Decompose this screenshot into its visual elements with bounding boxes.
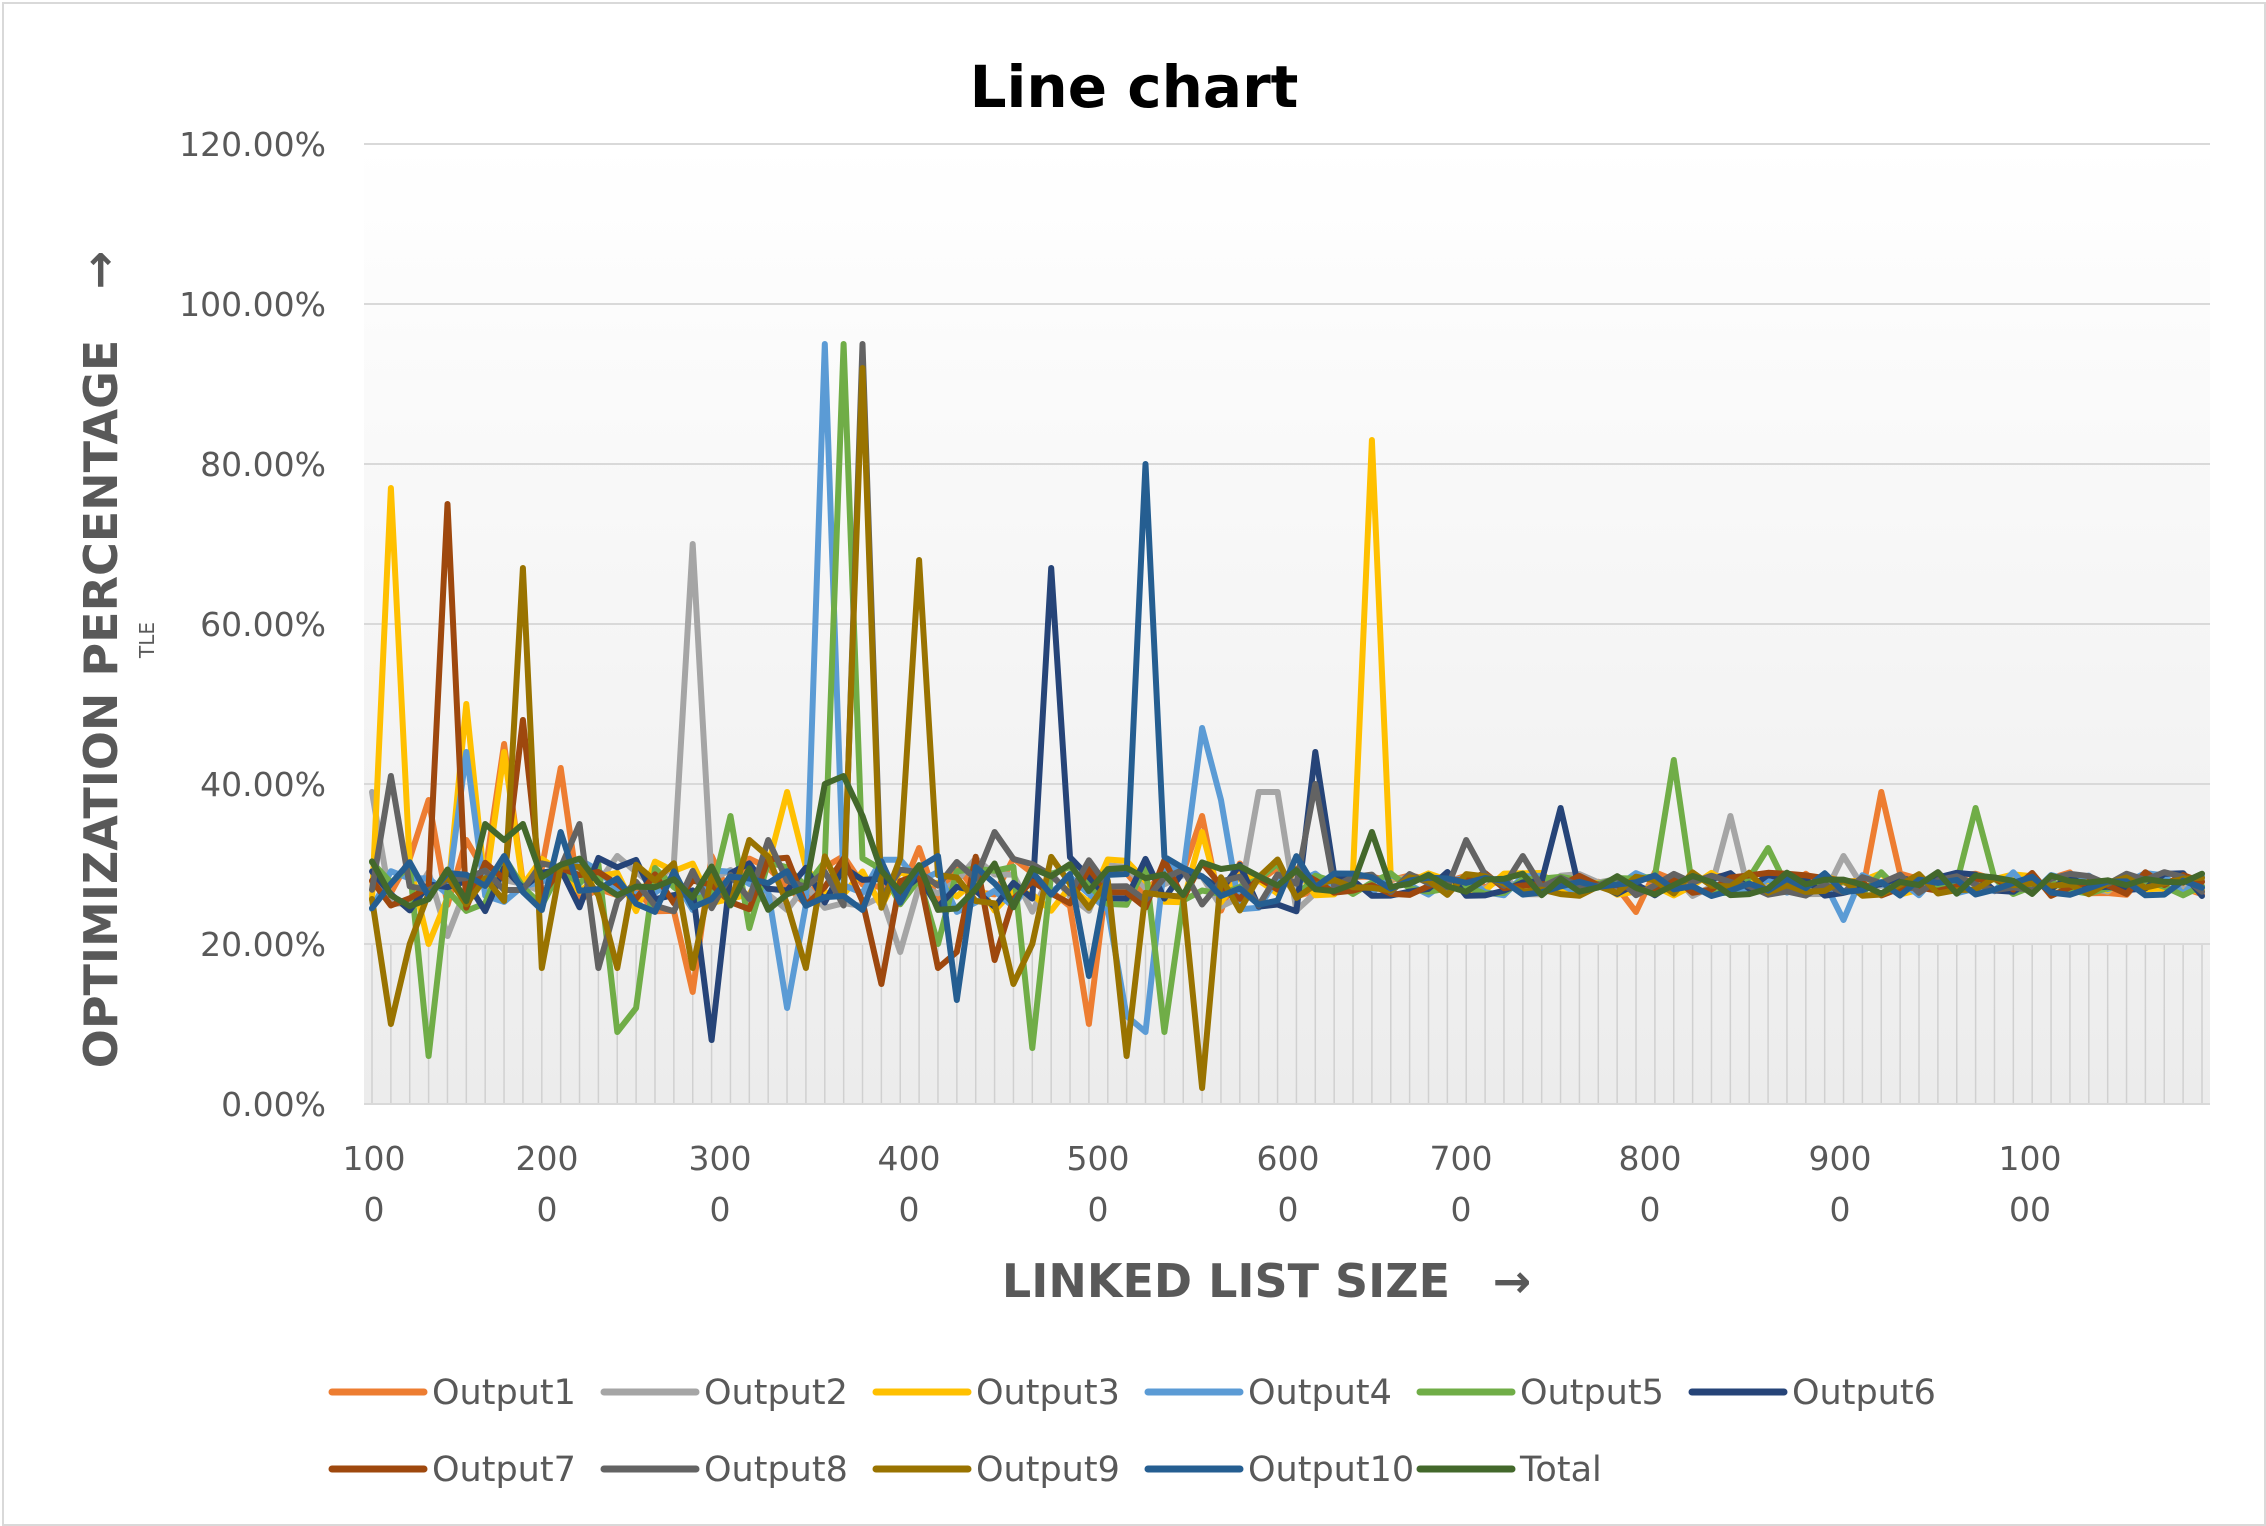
legend: Output1 Output2 Output3 Output4 Output5 Outpu… (328, 1373, 1936, 1490)
x-axis-title: LINKED LIST SIZE (1002, 1254, 1450, 1308)
legend-label-output10: Output10 (1248, 1450, 1414, 1490)
x-tick-label: 600 (1257, 1139, 1320, 1178)
series-line-total (369, 773, 2205, 913)
y-axis-title: OPTIMIZATION PERCENTAGE (74, 340, 128, 1069)
x-tick-label: 0 (1640, 1190, 1661, 1229)
y-gridlines (364, 143, 2210, 1105)
legend-label-output8: Output8 (704, 1450, 848, 1490)
x-tick-label: 300 (689, 1139, 752, 1178)
line-chart: 0.00% 20.00% 40.00% 60.00% 80.00% 100.00% 120.… (72, 53, 2210, 1490)
y-axis-title-group: OPTIMIZATION PERCENTAGE (74, 340, 128, 1069)
x-tick-label: 700 (1430, 1139, 1493, 1178)
x-tick-label: 00 (2009, 1190, 2051, 1229)
x-tick-label: 0 (1278, 1190, 1299, 1229)
y-tick-label: 0.00% (221, 1085, 326, 1124)
legend-label-output1: Output1 (432, 1373, 576, 1413)
legend-label-output4: Output4 (1248, 1373, 1392, 1413)
legend-label-output2: Output2 (704, 1373, 848, 1413)
x-tick-label: 0 (1830, 1190, 1851, 1229)
y-tick-label: 100.00% (179, 285, 326, 324)
chart-title: Line chart (970, 53, 1299, 121)
x-tick-label: 0 (710, 1190, 731, 1229)
x-tick-labels: 100 0 200 0 300 0 400 0 500 0 600 0 700 0 800 0 900 0 100 0… (343, 1139, 2062, 1229)
x-tick-label: 0 (364, 1190, 385, 1229)
x-tick-label: 500 (1067, 1139, 1130, 1178)
y-tick-label: 80.00% (200, 445, 326, 484)
legend-label-output7: Output7 (432, 1450, 576, 1490)
x-tick-label: 0 (899, 1190, 920, 1229)
x-tick-label: 100 (343, 1139, 406, 1178)
legend-label-output3: Output3 (976, 1373, 1120, 1413)
y-axis-subscript-group: TLE (135, 622, 159, 659)
x-tick-label: 0 (1088, 1190, 1109, 1229)
y-tick-label: 20.00% (200, 925, 326, 964)
y-axis-arrow: → (72, 251, 126, 290)
legend-label-output5: Output5 (1520, 1373, 1664, 1413)
legend-label-total: Total (1519, 1450, 1602, 1490)
x-gridlines (371, 944, 2203, 1104)
x-tick-label: 100 (1999, 1139, 2062, 1178)
y-axis-arrow-group: → (72, 251, 126, 290)
x-tick-label: 800 (1619, 1139, 1682, 1178)
x-tick-label: 900 (1809, 1139, 1872, 1178)
legend-label-output9: Output9 (976, 1450, 1120, 1490)
x-axis-arrow: → (1493, 1254, 1532, 1308)
x-tick-label: 400 (878, 1139, 941, 1178)
legend-label-output6: Output6 (1792, 1373, 1936, 1413)
y-tick-label: 120.00% (179, 125, 326, 164)
series-lines (369, 341, 2205, 1091)
x-tick-label: 0 (1451, 1190, 1472, 1229)
y-axis-subscript: TLE (135, 622, 159, 659)
y-tick-label: 40.00% (200, 765, 326, 804)
y-tick-labels: 0.00% 20.00% 40.00% 60.00% 80.00% 100.00% 120.… (179, 125, 326, 1124)
x-tick-label: 200 (516, 1139, 579, 1178)
x-tick-label: 0 (537, 1190, 558, 1229)
y-tick-label: 60.00% (200, 605, 326, 644)
